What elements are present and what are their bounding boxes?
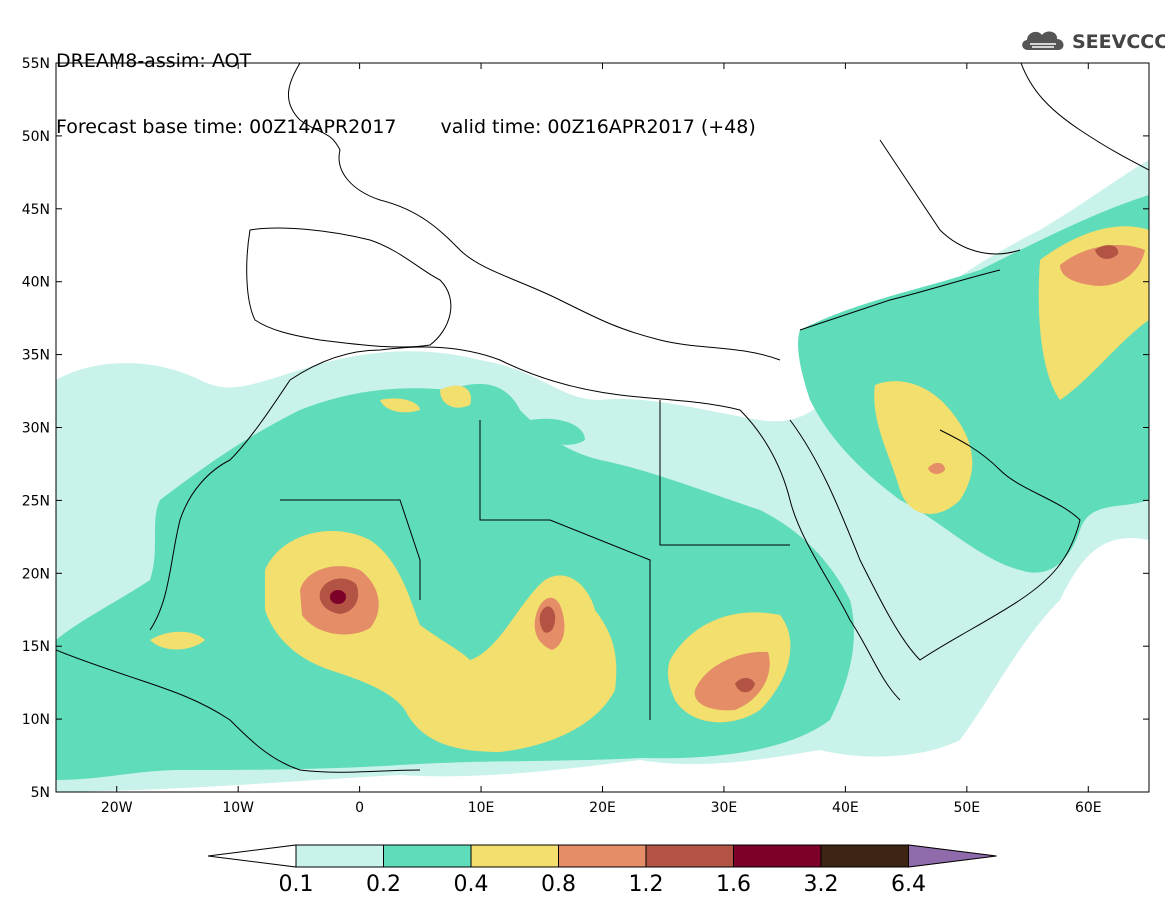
lat-label: 10N xyxy=(22,712,50,728)
aot-contours xyxy=(56,63,1149,792)
colorbar-box xyxy=(383,844,472,868)
lat-label: 5N xyxy=(31,785,50,801)
latitude-axis: 5N 10N 15N 20N 25N 30N 35N 40N 45N 50N 55N xyxy=(22,56,1149,801)
lat-label: 30N xyxy=(22,421,50,437)
header: DREAM8-assim: AOT Forecast base time: 00… xyxy=(56,6,756,160)
lon-label: 0 xyxy=(355,800,364,816)
lon-label: 30E xyxy=(711,800,738,816)
lat-label: 40N xyxy=(22,275,50,291)
lat-label: 55N xyxy=(22,56,50,72)
lat-label: 15N xyxy=(22,639,50,655)
colorbar-label: 1.6 xyxy=(716,872,751,897)
map-title: DREAM8-assim: AOT xyxy=(56,50,252,72)
lon-label: 60E xyxy=(1075,800,1102,816)
lat-label: 50N xyxy=(22,129,50,145)
colorbar-box xyxy=(558,844,647,868)
colorbar-box xyxy=(295,844,384,868)
lon-label: 40E xyxy=(832,800,859,816)
coastlines-and-borders xyxy=(56,63,1149,773)
lat-label: 20N xyxy=(22,566,50,582)
colorbar-label: 0.2 xyxy=(366,872,401,897)
colorbar-under-triangle xyxy=(207,844,297,868)
lon-label: 50E xyxy=(953,800,980,816)
colorbar-label: 0.4 xyxy=(454,872,489,897)
colorbar-box xyxy=(645,844,734,868)
colorbar-label: 6.4 xyxy=(891,872,926,897)
contour-level-0.8 xyxy=(300,245,1145,711)
colorbar-label: 0.1 xyxy=(279,872,314,897)
lon-label: 10W xyxy=(222,800,254,816)
colorbar-box xyxy=(470,844,559,868)
colorbar: 0.1 0.2 0.4 0.8 1.2 1.6 3.2 6.4 xyxy=(207,844,997,897)
colorbar-label: 0.8 xyxy=(541,872,576,897)
logo-text: SEEVCCC xyxy=(1072,31,1165,53)
colorbar-label: 3.2 xyxy=(804,872,839,897)
colorbar-box xyxy=(733,844,822,868)
lat-label: 35N xyxy=(22,348,50,364)
seevccc-logo: SEEVCCC xyxy=(1018,26,1165,58)
colorbar-label: 1.2 xyxy=(629,872,664,897)
lon-label: 10E xyxy=(468,800,495,816)
valid-time: valid time: 00Z16APR2017 (+48) xyxy=(440,116,756,138)
cloud-icon xyxy=(1018,26,1068,58)
lat-label: 45N xyxy=(22,202,50,218)
colorbar-over-triangle xyxy=(908,844,997,868)
base-time: Forecast base time: 00Z14APR2017 xyxy=(56,116,397,138)
lat-label: 25N xyxy=(22,493,50,509)
longitude-axis: 20W 10W 0 10E 20E 30E 40E 50E 60E xyxy=(101,63,1102,816)
colorbar-box xyxy=(820,844,909,868)
lon-label: 20E xyxy=(589,800,616,816)
contour-level-1.6 xyxy=(330,590,346,604)
lon-label: 20W xyxy=(101,800,133,816)
